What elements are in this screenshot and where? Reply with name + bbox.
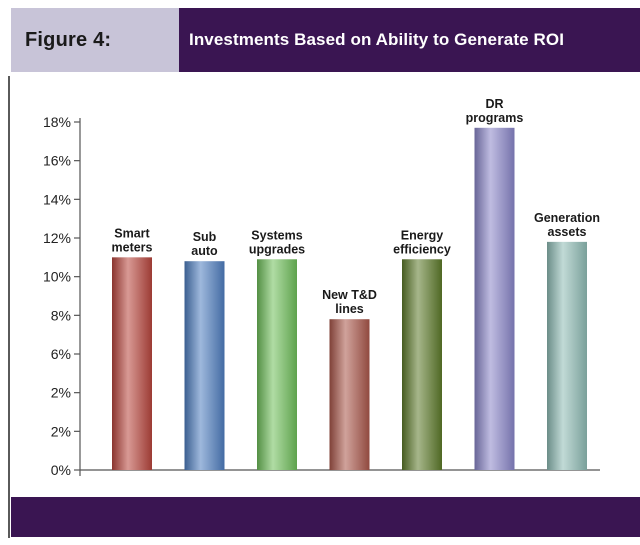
bar [329,319,370,470]
y-tick-label: 6% [51,346,71,362]
y-tick-label: 16% [43,153,71,169]
category-label: New T&D lines [322,288,377,316]
figure-label-box: Figure 4: [11,8,179,72]
y-tick-label: 2% [51,423,71,439]
bar [257,259,297,470]
y-tick-label: 8% [51,307,71,323]
y-tick-label: 12% [43,230,71,246]
y-tick-label: 2% [51,385,71,401]
category-label: Sub auto [191,230,218,258]
y-tick-label: 18% [43,114,71,130]
category-label: Smart meters [112,226,153,254]
bar [112,257,152,470]
y-tick-label: 10% [43,269,71,285]
category-label: Systems upgrades [249,228,305,256]
bar [547,241,587,470]
bar [474,127,515,471]
figure-label: Figure 4: [25,29,112,51]
bar-chart: 0% 2% 2% 6% 8% 10% 12% 14% 16% 18% Smart meters Sub… [43,97,600,478]
title-banner: Investments Based on Ability to Generate… [179,8,640,72]
category-label: Energy efficiency [393,228,451,256]
bar [402,259,442,470]
y-tick-label: 14% [43,191,71,207]
chart-title: Investments Based on Ability to Generate… [189,30,565,49]
y-tick-label: 0% [51,462,71,478]
footer-bar [11,497,640,537]
bar [184,261,225,470]
category-label: DR programs [466,97,524,125]
left-border-rule [8,76,10,538]
category-label: Generation assets [534,211,600,239]
